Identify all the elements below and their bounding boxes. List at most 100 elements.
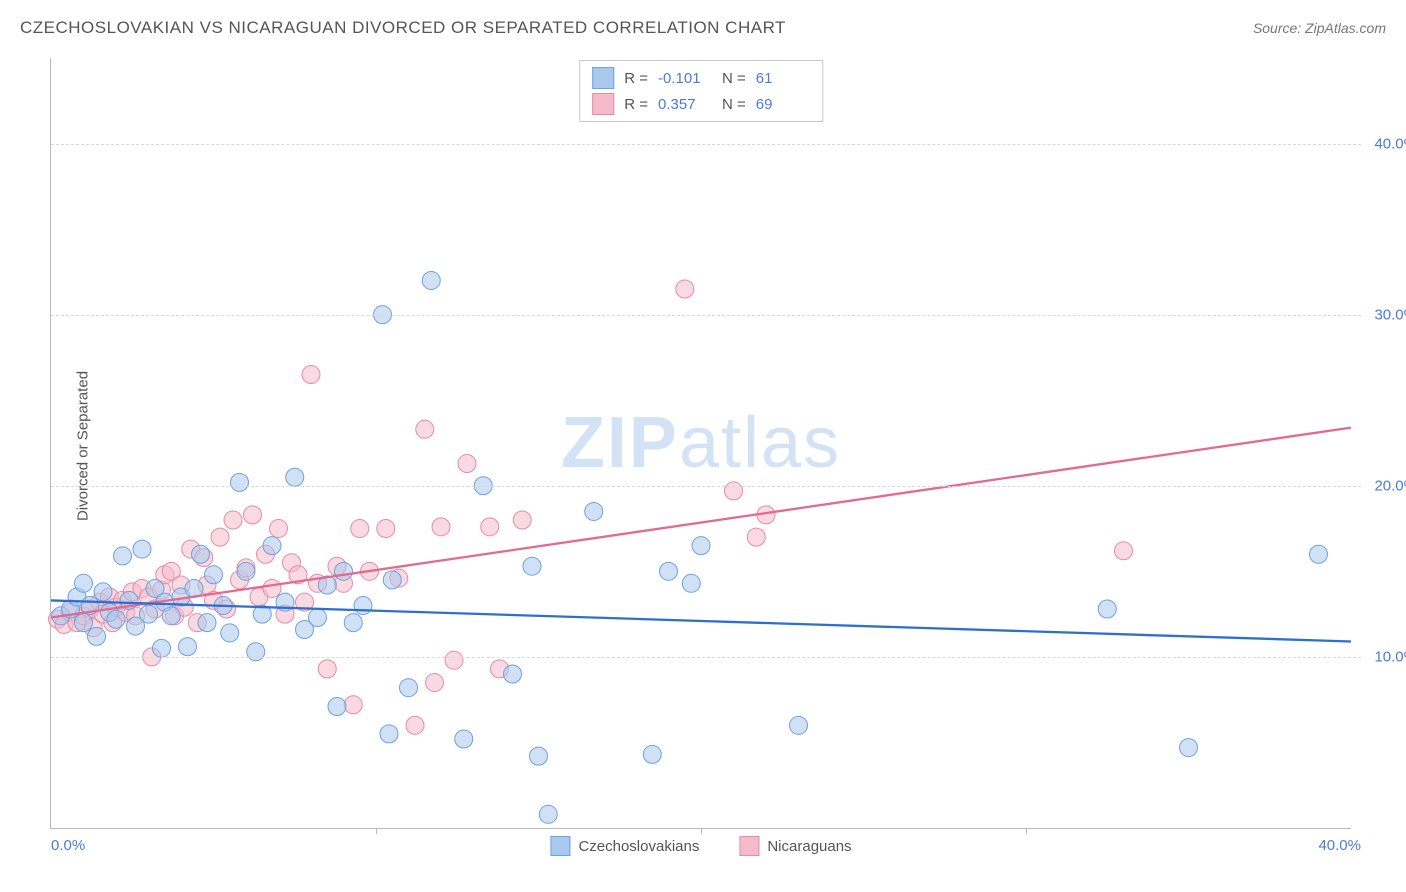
x-tick-mark (1026, 828, 1027, 834)
data-point (481, 518, 499, 536)
data-point (221, 624, 239, 642)
data-point (247, 643, 265, 661)
data-point (205, 566, 223, 584)
legend-label-czech: Czechoslovakians (578, 838, 699, 855)
swatch-czech-icon (550, 836, 570, 856)
data-point (682, 574, 700, 592)
data-point (94, 583, 112, 601)
y-tick-label: 20.0% (1374, 477, 1406, 494)
gridline (51, 486, 1361, 487)
data-point (153, 639, 171, 657)
trend-line (51, 428, 1351, 618)
data-point (1098, 600, 1116, 618)
data-point (140, 605, 158, 623)
n-label: N = (722, 70, 746, 87)
data-point (426, 674, 444, 692)
gridline (51, 657, 1361, 658)
stats-row-nica: R = 0.357 N = 69 (592, 91, 810, 117)
x-tick-min: 0.0% (51, 837, 85, 854)
legend-bottom: Czechoslovakians Nicaraguans (550, 836, 851, 856)
data-point (530, 747, 548, 765)
r-value-czech: -0.101 (658, 70, 712, 87)
data-point (692, 537, 710, 555)
data-point (114, 547, 132, 565)
legend-item-nica: Nicaraguans (739, 836, 851, 856)
data-point (455, 730, 473, 748)
data-point (539, 805, 557, 823)
data-point (725, 482, 743, 500)
data-point (377, 520, 395, 538)
data-point (790, 716, 808, 734)
data-point (432, 518, 450, 536)
data-point (231, 473, 249, 491)
data-point (302, 366, 320, 384)
data-point (1310, 545, 1328, 563)
n-value-nica: 69 (756, 96, 810, 113)
data-point (458, 455, 476, 473)
data-point (179, 638, 197, 656)
y-tick-label: 30.0% (1374, 306, 1406, 323)
data-point (383, 571, 401, 589)
data-point (263, 537, 281, 555)
x-tick-mark (376, 828, 377, 834)
data-point (198, 614, 216, 632)
stats-row-czech: R = -0.101 N = 61 (592, 65, 810, 91)
data-point (286, 468, 304, 486)
data-point (244, 506, 262, 524)
n-value-czech: 61 (756, 70, 810, 87)
data-point (676, 280, 694, 298)
data-point (416, 420, 434, 438)
stats-legend-box: R = -0.101 N = 61 R = 0.357 N = 69 (579, 60, 823, 122)
data-point (344, 614, 362, 632)
gridline (51, 315, 1361, 316)
r-value-nica: 0.357 (658, 96, 712, 113)
legend-label-nica: Nicaraguans (767, 838, 851, 855)
data-point (335, 562, 353, 580)
data-point (88, 627, 106, 645)
data-point (585, 502, 603, 520)
data-point (192, 545, 210, 563)
data-point (660, 562, 678, 580)
chart-title: CZECHOSLOVAKIAN VS NICARAGUAN DIVORCED O… (20, 18, 786, 38)
data-point (318, 660, 336, 678)
y-tick-label: 40.0% (1374, 135, 1406, 152)
plot-area: ZIPatlas 10.0%20.0%30.0%40.0% 0.0% 40.0%… (50, 58, 1351, 829)
data-point (1115, 542, 1133, 560)
data-point (523, 557, 541, 575)
swatch-czech-icon (592, 67, 614, 89)
data-point (747, 528, 765, 546)
legend-item-czech: Czechoslovakians (550, 836, 699, 856)
data-point (354, 597, 372, 615)
data-point (344, 696, 362, 714)
data-point (237, 562, 255, 580)
data-point (400, 679, 418, 697)
n-label: N = (722, 96, 746, 113)
data-point (263, 579, 281, 597)
data-point (380, 725, 398, 743)
swatch-nica-icon (739, 836, 759, 856)
data-point (513, 511, 531, 529)
y-tick-label: 10.0% (1374, 648, 1406, 665)
r-label: R = (624, 70, 648, 87)
data-point (351, 520, 369, 538)
swatch-nica-icon (592, 93, 614, 115)
gridline (51, 144, 1361, 145)
data-point (75, 614, 93, 632)
data-point (133, 540, 151, 558)
data-point (406, 716, 424, 734)
trend-line (51, 600, 1351, 641)
data-point (211, 528, 229, 546)
data-point (107, 610, 125, 628)
data-point (445, 651, 463, 669)
data-point (504, 665, 522, 683)
data-point (162, 607, 180, 625)
data-point (328, 698, 346, 716)
data-point (643, 745, 661, 763)
source-label: Source: ZipAtlas.com (1253, 20, 1386, 36)
scatter-svg (51, 58, 1351, 828)
data-point (1180, 739, 1198, 757)
data-point (309, 609, 327, 627)
x-tick-max: 40.0% (1318, 837, 1361, 854)
x-tick-mark (701, 828, 702, 834)
data-point (75, 574, 93, 592)
